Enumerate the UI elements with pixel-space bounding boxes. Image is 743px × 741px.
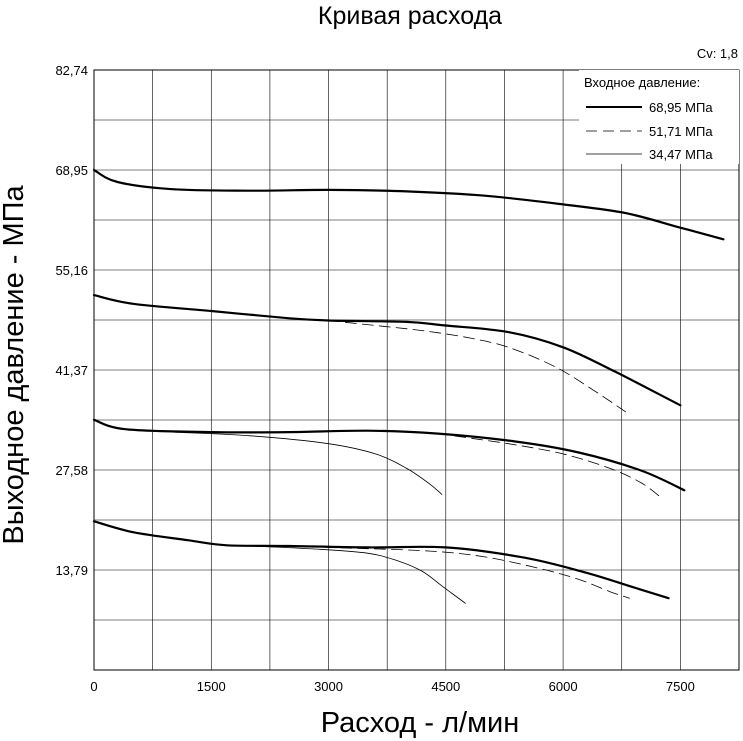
- x-tick-label: 6000: [549, 679, 578, 694]
- y-tick-label: 82,74: [55, 63, 88, 78]
- y-tick-label: 68,95: [55, 163, 88, 178]
- series-line-thick-1: [92, 294, 682, 407]
- series-line-dashed-7: [289, 545, 630, 599]
- legend-label-34-47: 34,47 МПа: [649, 147, 713, 162]
- x-tick-label: 0: [90, 679, 97, 694]
- series-line-dashed-4: [437, 433, 662, 498]
- legend-label-51-71: 51,71 МПа: [649, 124, 713, 139]
- cv-label: Cv: 1,8: [697, 46, 738, 61]
- legend-title: Входное давление:: [584, 75, 700, 90]
- series-line-thick-6: [92, 520, 670, 600]
- series-layer: [92, 168, 725, 604]
- series-line-thick-0: [92, 168, 725, 241]
- grid: [94, 70, 739, 670]
- y-tick-label: 27,58: [55, 463, 88, 478]
- x-tick-label: 3000: [314, 679, 343, 694]
- y-axis-title: Выходное давление - МПа: [0, 185, 30, 545]
- legend-background: [579, 70, 739, 164]
- legend-label-68-95: 68,95 МПа: [649, 100, 713, 115]
- y-tick-label: 41,37: [55, 363, 88, 378]
- x-axis-title: Расход - л/мин: [321, 707, 520, 739]
- x-tick-label: 1500: [197, 679, 226, 694]
- x-tick-label: 4500: [431, 679, 460, 694]
- y-tick-label: 55,16: [55, 263, 88, 278]
- series-line-dashed-2: [328, 320, 626, 413]
- series-line-thick-3: [92, 418, 686, 492]
- series-line-thin-5: [171, 431, 443, 495]
- y-tick-label: 13,79: [55, 563, 88, 578]
- x-tick-labels: 0 1500 3000 4500 6000 7500: [90, 679, 694, 694]
- y-tick-labels: 13,79 27,58 41,37 55,16 68,95 82,74: [55, 63, 88, 578]
- series-line-thin-8: [250, 545, 466, 604]
- legend: Входное давление: 68,95 МПа 51,71 МПа 34…: [579, 70, 739, 164]
- x-tick-label: 7500: [666, 679, 695, 694]
- plot-frame: [93, 69, 740, 671]
- chart-title: Кривая расхода: [318, 2, 502, 30]
